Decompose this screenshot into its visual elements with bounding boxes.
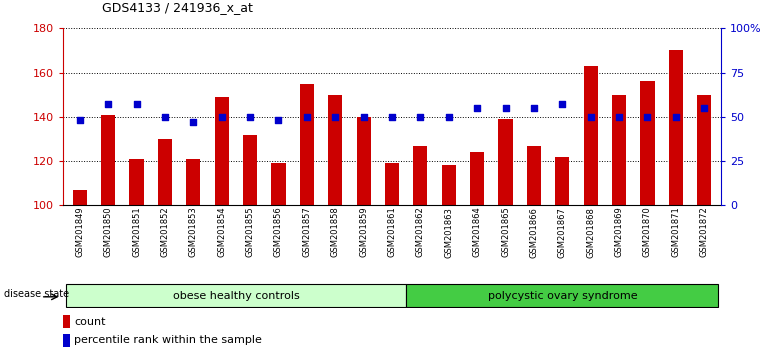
- Point: [244, 114, 256, 120]
- Point: [216, 114, 228, 120]
- Text: percentile rank within the sample: percentile rank within the sample: [74, 335, 262, 346]
- Point: [556, 102, 568, 107]
- Bar: [158, 139, 172, 205]
- Point: [670, 114, 682, 120]
- Text: count: count: [74, 316, 106, 327]
- Bar: [271, 163, 285, 205]
- Bar: [527, 145, 541, 205]
- Bar: [470, 152, 485, 205]
- Bar: [299, 84, 314, 205]
- Point: [698, 105, 710, 111]
- Bar: [73, 190, 87, 205]
- Point: [358, 114, 370, 120]
- Point: [442, 114, 455, 120]
- Bar: [385, 163, 399, 205]
- Bar: [215, 97, 229, 205]
- Bar: [243, 135, 257, 205]
- Point: [187, 119, 200, 125]
- Point: [386, 114, 398, 120]
- Bar: [641, 81, 655, 205]
- Bar: [129, 159, 143, 205]
- Text: polycystic ovary syndrome: polycystic ovary syndrome: [488, 291, 637, 301]
- Point: [528, 105, 540, 111]
- Bar: [328, 95, 343, 205]
- Text: GDS4133 / 241936_x_at: GDS4133 / 241936_x_at: [102, 1, 252, 14]
- Bar: [669, 51, 683, 205]
- Bar: [612, 95, 626, 205]
- Point: [74, 118, 86, 123]
- Point: [329, 114, 342, 120]
- Point: [158, 114, 171, 120]
- Bar: [555, 156, 569, 205]
- Point: [102, 102, 114, 107]
- Bar: [413, 145, 427, 205]
- Point: [130, 102, 143, 107]
- Text: disease state: disease state: [4, 289, 69, 299]
- Point: [499, 105, 512, 111]
- Bar: [186, 159, 201, 205]
- Point: [584, 114, 597, 120]
- Point: [414, 114, 426, 120]
- FancyBboxPatch shape: [66, 285, 406, 307]
- Bar: [63, 315, 70, 328]
- Point: [613, 114, 626, 120]
- Point: [300, 114, 313, 120]
- Bar: [357, 117, 371, 205]
- Bar: [499, 119, 513, 205]
- Bar: [101, 115, 115, 205]
- Bar: [441, 166, 456, 205]
- Text: obese healthy controls: obese healthy controls: [172, 291, 299, 301]
- FancyBboxPatch shape: [406, 285, 718, 307]
- Bar: [63, 334, 70, 347]
- Bar: [697, 95, 711, 205]
- Point: [272, 118, 285, 123]
- Point: [641, 114, 654, 120]
- Bar: [583, 66, 597, 205]
- Point: [471, 105, 484, 111]
